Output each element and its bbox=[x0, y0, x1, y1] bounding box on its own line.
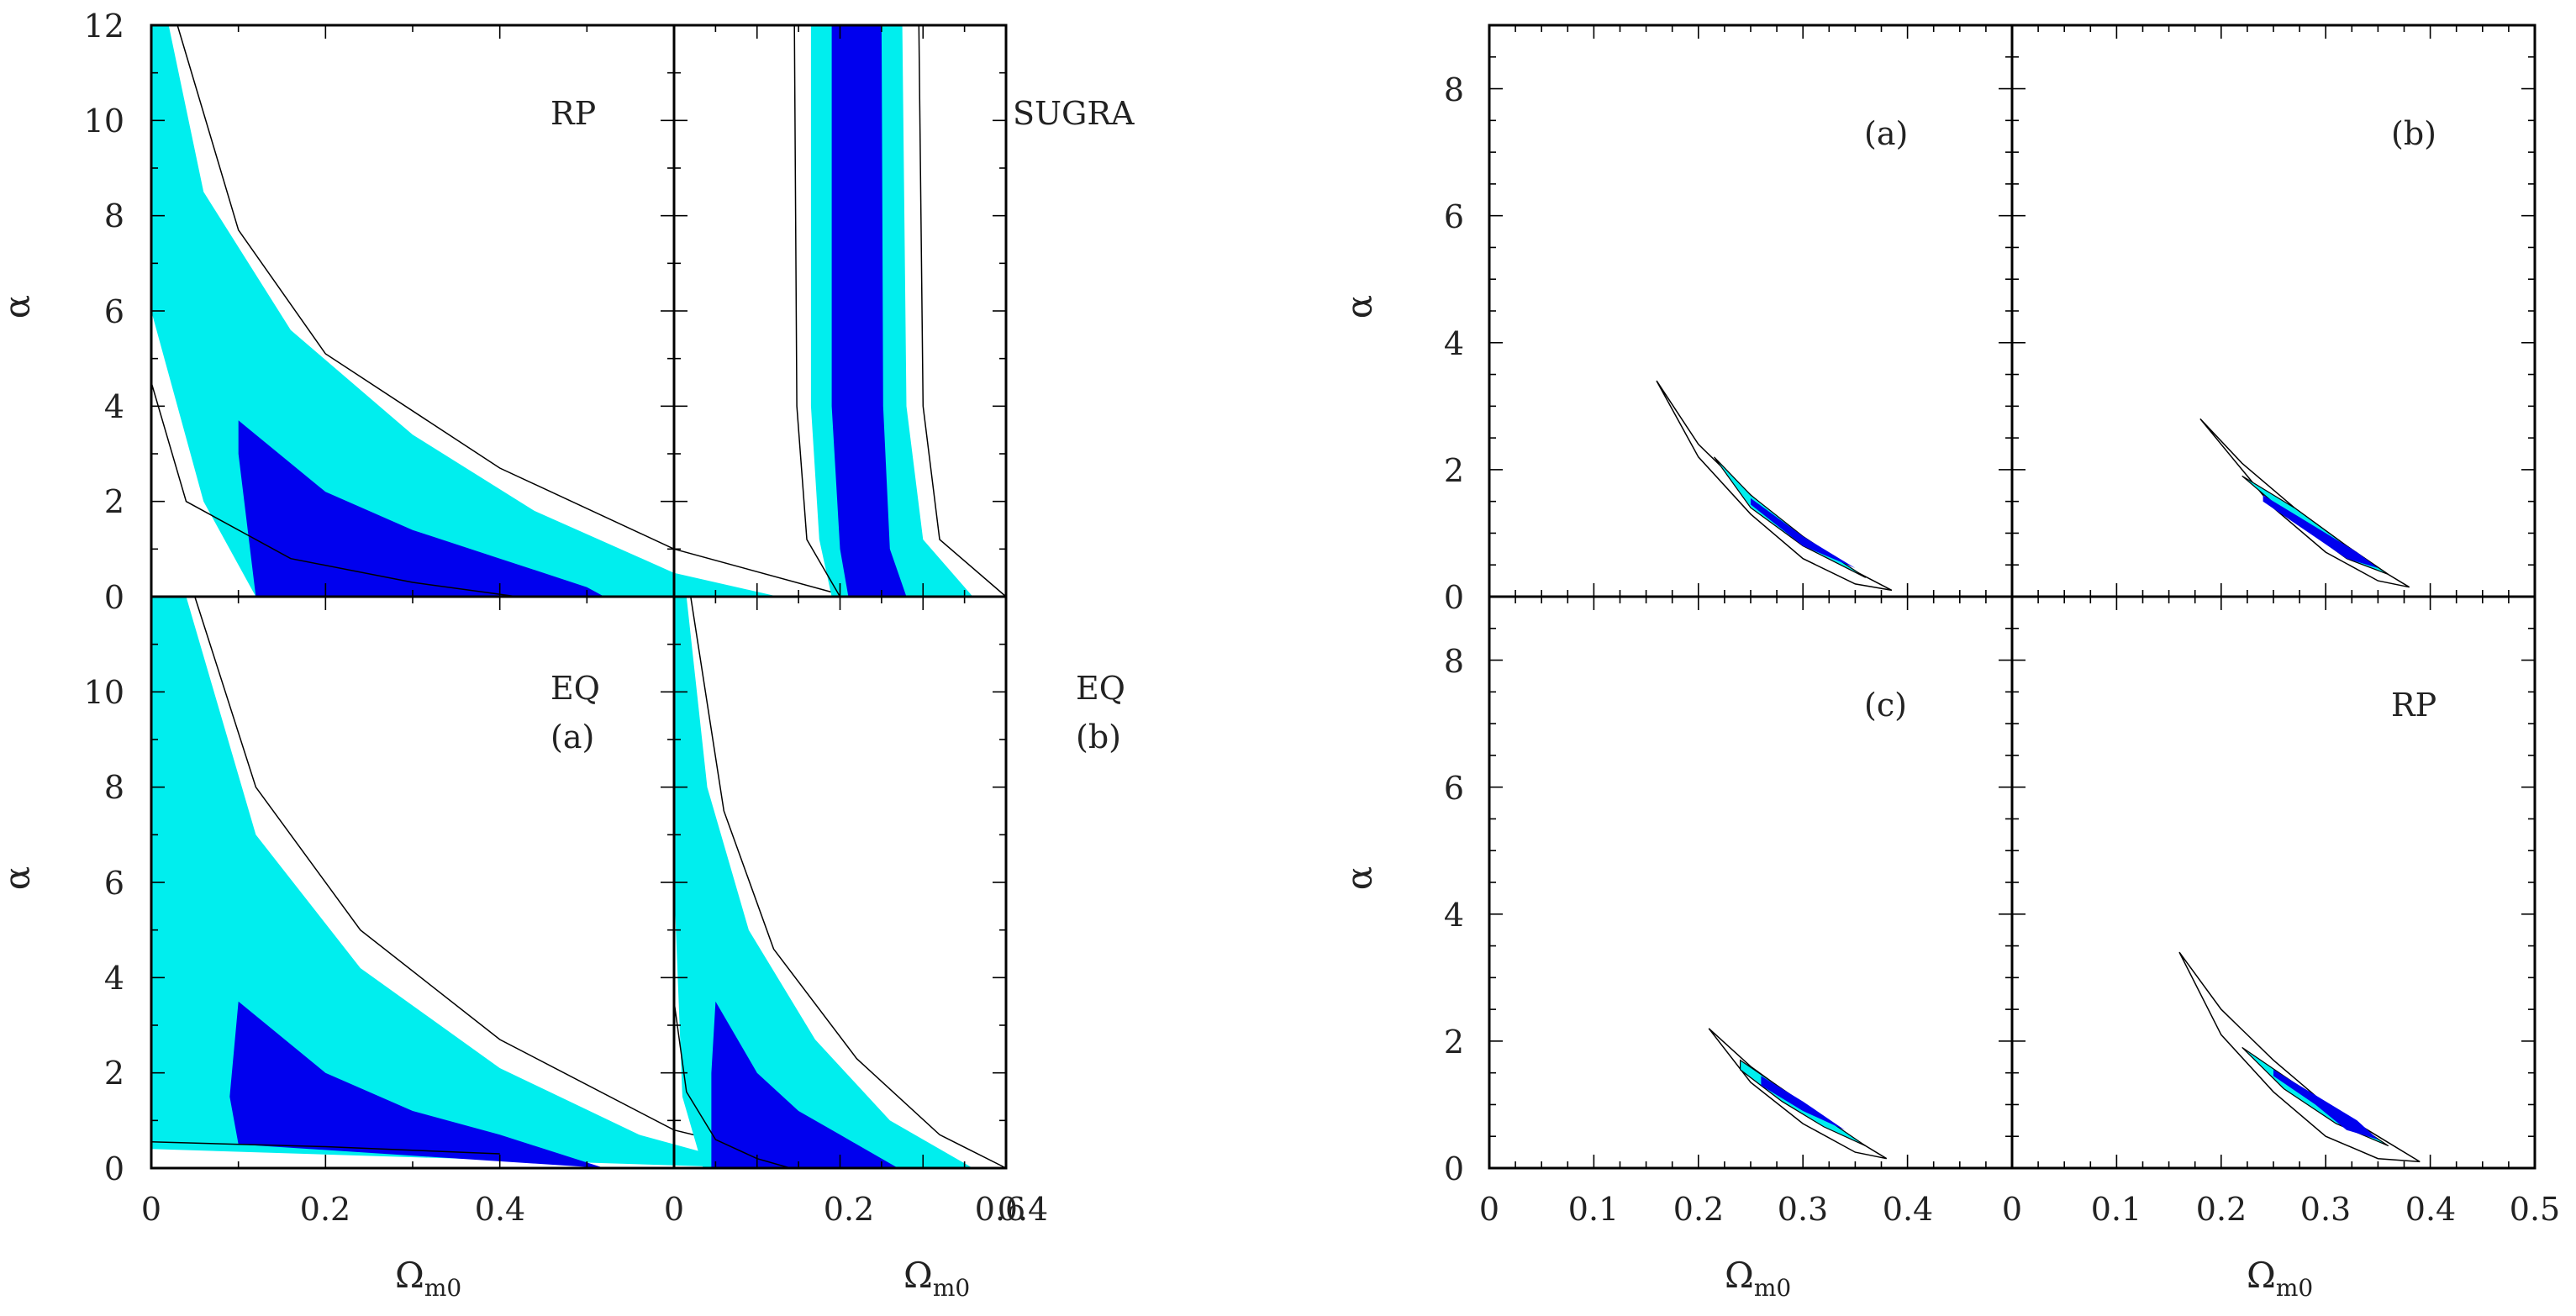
contour-three-sigma bbox=[793, 24, 841, 597]
y-tick-label: 8 bbox=[1444, 71, 1464, 108]
panel-label-b: (b) bbox=[2391, 115, 2436, 152]
panel-rp-left bbox=[150, 24, 849, 597]
contour-three-sigma bbox=[673, 1001, 791, 1169]
y-tick-label: 2 bbox=[1444, 1024, 1464, 1061]
y-axis-label-top: α bbox=[0, 295, 38, 318]
contour-three-sigma bbox=[1656, 380, 1893, 592]
y-tick-label: 4 bbox=[1444, 325, 1464, 362]
panel-label-rp: RP bbox=[550, 95, 596, 132]
contour-two-sigma bbox=[2241, 1046, 2389, 1147]
panel-label-a: (a) bbox=[1864, 115, 1908, 152]
x-axis-label-left: Ωm0 bbox=[1725, 1255, 1791, 1302]
contour-three-sigma bbox=[1708, 1028, 1888, 1160]
y-axis-label-bottom: α bbox=[1339, 866, 1380, 890]
panel-b bbox=[2011, 24, 2536, 597]
y-tick-label: 0 bbox=[1444, 579, 1464, 616]
x-tick-label: 0.2 bbox=[300, 1191, 350, 1228]
panel-label-sugra: SUGRA bbox=[1013, 95, 1135, 132]
contour-three-sigma bbox=[918, 24, 1007, 597]
right-contour-figure: (a) (b) (c) RP 0 2 4 6 8 0 2 4 6 8 0 0.1… bbox=[1339, 24, 2560, 1302]
x-tick-label: 0.3 bbox=[1778, 1191, 1828, 1228]
panel-sugra bbox=[673, 24, 1007, 597]
panel-c bbox=[1488, 596, 2013, 1169]
panel-label-eq-b: EQ bbox=[1076, 670, 1125, 707]
y-tick-label: 6 bbox=[104, 865, 124, 902]
x-axis-label-right: Ωm0 bbox=[2247, 1255, 2313, 1302]
contour-one-sigma bbox=[831, 25, 907, 597]
x-tick-label: 0.2 bbox=[1673, 1191, 1724, 1228]
panel-sublabel-eq-b: (b) bbox=[1076, 719, 1121, 755]
y-tick-label: 6 bbox=[1444, 770, 1464, 807]
y-tick-label: 0 bbox=[104, 579, 124, 616]
contour-one-sigma bbox=[711, 1001, 898, 1168]
y-tick-label: 10 bbox=[84, 103, 124, 139]
panel-label-c: (c) bbox=[1864, 687, 1907, 724]
x-tick-label: 0.4 bbox=[1883, 1191, 1933, 1228]
contour-three-sigma bbox=[150, 382, 518, 597]
x-tick-label: 0.3 bbox=[2300, 1191, 2351, 1228]
panel-eq-b bbox=[673, 596, 1007, 1169]
y-tick-label: 8 bbox=[104, 197, 124, 234]
y-tick-label: 2 bbox=[1444, 452, 1464, 489]
y-tick-label: 0 bbox=[104, 1150, 124, 1187]
y-tick-label: 6 bbox=[104, 293, 124, 330]
contour-one-sigma bbox=[229, 1001, 605, 1168]
y-tick-label: 10 bbox=[84, 674, 124, 711]
y-tick-label: 12 bbox=[84, 8, 124, 45]
right-frame-top-right bbox=[2010, 24, 2536, 598]
x-tick-label: 0 bbox=[141, 1191, 161, 1228]
contour-one-sigma bbox=[2263, 495, 2378, 568]
x-tick-label: 0.5 bbox=[2510, 1191, 2560, 1228]
contour-one-sigma bbox=[1761, 1076, 1845, 1130]
x-tick-label: 0.6 bbox=[975, 1191, 1025, 1228]
x-tick-label: 0.2 bbox=[2196, 1191, 2247, 1228]
x-tick-label: 0.4 bbox=[2405, 1191, 2456, 1228]
x-tick-label: 0 bbox=[664, 1191, 684, 1228]
contour-three-sigma bbox=[690, 596, 1007, 1169]
y-tick-label: 4 bbox=[104, 388, 124, 425]
contour-one-sigma bbox=[2273, 1069, 2378, 1140]
contour-two-sigma bbox=[151, 25, 779, 597]
contour-two-sigma bbox=[674, 597, 973, 1168]
contour-three-sigma bbox=[176, 24, 849, 597]
y-tick-label: 6 bbox=[1444, 198, 1464, 235]
right-frame-bottom-right bbox=[2010, 595, 2536, 1170]
contour-three-sigma bbox=[150, 1141, 500, 1155]
y-tick-label: 0 bbox=[1444, 1150, 1464, 1187]
panel-label-eq-a: EQ bbox=[550, 670, 600, 707]
panel-label-rp-right: RP bbox=[2391, 687, 2436, 724]
x-tick-label: 0.2 bbox=[824, 1191, 874, 1228]
left-contour-figure: RP SUGRA EQ (a) EQ (b) 12 10 8 6 4 2 0 1… bbox=[0, 8, 1135, 1302]
x-tick-label: 0 bbox=[2002, 1191, 2022, 1228]
x-tick-label: 0.1 bbox=[1568, 1191, 1619, 1228]
contour-two-sigma bbox=[151, 597, 761, 1168]
x-tick-label: 0.4 bbox=[475, 1191, 525, 1228]
x-axis-label-right: Ωm0 bbox=[903, 1255, 970, 1302]
y-tick-label: 2 bbox=[104, 1055, 124, 1092]
panel-a bbox=[1488, 24, 2013, 597]
contour-one-sigma bbox=[238, 420, 605, 597]
x-axis-label-left: Ωm0 bbox=[395, 1255, 461, 1302]
left-frame-bottom-right bbox=[672, 595, 1008, 1170]
y-tick-label: 8 bbox=[1444, 643, 1464, 680]
contour-two-sigma bbox=[1714, 456, 1867, 578]
panel-sublabel-eq-a: (a) bbox=[550, 719, 594, 755]
y-tick-label: 4 bbox=[1444, 897, 1464, 934]
y-tick-label: 8 bbox=[104, 769, 124, 806]
x-tick-label: 0.1 bbox=[2091, 1191, 2141, 1228]
y-tick-label: 4 bbox=[104, 960, 124, 997]
x-tick-label: 0.4 bbox=[998, 1191, 1048, 1228]
y-tick-label: 2 bbox=[104, 483, 124, 520]
contour-three-sigma bbox=[2178, 951, 2421, 1163]
y-axis-label-bottom: α bbox=[0, 866, 38, 890]
x-tick-label: 0 bbox=[1479, 1191, 1499, 1228]
panel-rp-right bbox=[2011, 596, 2536, 1169]
y-axis-label-top: α bbox=[1339, 295, 1380, 318]
contour-three-sigma bbox=[2199, 418, 2410, 588]
